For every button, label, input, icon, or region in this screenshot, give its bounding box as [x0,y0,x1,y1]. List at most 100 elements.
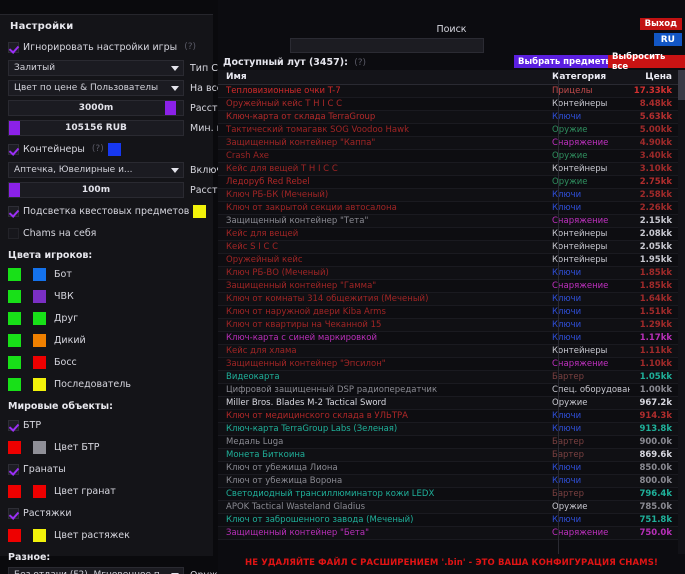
table-row[interactable]: Оружейный кейс T H I C C Контейнеры 8.48kk [218,98,685,111]
world-object-color-row[interactable]: Цвет БТР [0,438,213,456]
help-icon[interactable]: (?) [184,42,196,52]
quest-highlight-color-swatch[interactable] [193,204,207,218]
table-row[interactable]: Светодиодный трансиллюминатор кожи LEDX Б… [218,488,685,501]
table-row[interactable]: Кейс для хлама Контейнеры 1.11kk [218,345,685,358]
world-object-checkbox[interactable] [8,419,19,431]
world-object-color-row[interactable]: Цвет растяжек [0,526,213,544]
table-row[interactable]: Видеокарта Бартер 1.05kk [218,371,685,384]
containers-row[interactable]: Контейнеры (?) [0,140,213,158]
slider-knob[interactable] [165,101,177,115]
slider-knob[interactable] [9,121,20,135]
column-header-category[interactable]: Категория [552,72,607,82]
world-object-color-swatch[interactable] [33,528,46,542]
drop-all-button[interactable]: Выбросить все [608,52,685,72]
world-object-checkbox[interactable] [8,507,19,519]
ignore-game-settings-row[interactable]: Игнорировать настройки игры (?) [0,38,213,56]
world-object-enable-swatch[interactable] [8,484,21,498]
player-color-row[interactable]: ЧВК [0,287,213,305]
player-enable-swatch[interactable] [8,355,21,369]
table-row[interactable]: Ключ от убежища Лиона Ключи 850.0k [218,462,685,475]
table-row[interactable]: Тепловизионные очки T-7 Прицелы 17.33kk [218,85,685,98]
distance-bottom-slider[interactable]: 100m [8,182,184,198]
world-object-color-row[interactable]: Цвет гранат [0,482,213,500]
language-button[interactable]: RU [653,33,682,46]
player-color-row[interactable]: Бот [0,265,213,283]
table-row[interactable]: Ключ-карта TerraGroup Labs (Зеленая) Ключ… [218,423,685,436]
table-row[interactable]: Ключ РБ-БК (Меченый) Ключи 2.58kk [218,189,685,202]
table-row[interactable]: Защищенный контейнер "Каппа" Снаряжение 4.… [218,137,685,150]
categories-dropdown[interactable]: Аптечка, Ювелирные и... [8,162,184,178]
table-row[interactable]: Ключ от квартиры на Чеканной 15 Ключи 1.29… [218,319,685,332]
help-icon[interactable]: (?) [354,58,367,68]
world-object-toggle-row[interactable]: Растяжки [0,504,213,522]
table-row[interactable]: Защищенный контейнер "Бета" Снаряжение 750… [218,527,685,540]
player-enable-swatch[interactable] [8,289,21,303]
table-row[interactable]: Ключ-карта с синей маркировкой Ключи 1.17k… [218,332,685,345]
quest-highlight-checkbox[interactable] [8,205,19,217]
containers-color-swatch[interactable] [107,142,121,156]
distance-top-slider[interactable]: 3000m [8,100,184,116]
scrollbar-thumb[interactable] [678,70,685,100]
world-object-color-swatch[interactable] [33,440,46,454]
table-row[interactable]: Miller Bros. Blades M-2 Tactical Sword Ор… [218,397,685,410]
table-row[interactable]: Кейс для вещей T H I C C Контейнеры 3.10kk [218,163,685,176]
chevron-down-icon[interactable] [171,168,179,173]
table-row[interactable]: Защищенный контейнер "Эпсилон" Снаряжение… [218,358,685,371]
chevron-down-icon[interactable] [171,66,179,71]
table-row[interactable]: Монета Биткоина Бартер 869.6k [218,449,685,462]
table-row[interactable]: Медаль Luga Бартер 900.0k [218,436,685,449]
player-color-swatch[interactable] [33,267,46,281]
player-color-row[interactable]: Последователь [0,375,213,393]
table-row[interactable]: Ключ от комнаты 314 общежития (Меченый) К… [218,293,685,306]
quest-highlight-row[interactable]: Подсветка квестовых предметов [0,202,213,220]
misc-dropdown[interactable]: Без отдачи (F2), Мгновенное п [8,567,184,574]
table-row[interactable]: Ключ от медицинского склада в УЛЬТРА Ключ… [218,410,685,423]
table-row[interactable]: Тактический томагавк SOG Voodoo Hawk Оруж… [218,124,685,137]
help-icon[interactable]: (?) [91,144,104,154]
chams-self-row[interactable]: Chams на себя [0,224,213,242]
table-row[interactable]: Кейс для вещей Контейнеры 2.08kk [218,228,685,241]
player-color-swatch[interactable] [33,289,46,303]
column-header-price[interactable]: Цена [645,72,672,82]
containers-checkbox[interactable] [8,143,19,155]
misc-dropdown-row[interactable]: Без отдачи (F2), Мгновенное п Оружие [0,567,230,574]
player-enable-swatch[interactable] [8,377,21,391]
table-row[interactable]: Оружейный кейс Контейнеры 1.95kk [218,254,685,267]
distance-top-row[interactable]: 3000m Расстояние [0,100,247,116]
world-object-toggle-row[interactable]: БТР [0,416,213,434]
world-object-checkbox[interactable] [8,463,19,475]
table-row[interactable]: Ключ от заброшенного завода (Меченый) Клю… [218,514,685,527]
table-row[interactable]: Цифровой защищенный DSP радиопередатчик С… [218,384,685,397]
slider-knob[interactable] [9,183,20,197]
player-color-swatch[interactable] [33,377,46,391]
player-color-row[interactable]: Босс [0,353,213,371]
world-object-color-swatch[interactable] [33,484,46,498]
player-enable-swatch[interactable] [8,267,21,281]
loot-scrollbar[interactable] [678,70,685,554]
table-row[interactable]: APOK Tactical Wasteland Gladius Оружие 785… [218,501,685,514]
world-object-enable-swatch[interactable] [8,528,21,542]
categories-row[interactable]: Аптечка, Ювелирные и... Включено [0,162,240,178]
table-row[interactable]: Кейс S I C C Контейнеры 2.05kk [218,241,685,254]
chams-type-row[interactable]: Залитый Тип Chams (?) [0,60,265,76]
player-color-row[interactable]: Друг [0,309,213,327]
world-object-toggle-row[interactable]: Гранаты [0,460,213,478]
table-row[interactable]: Ключ от закрытой секции автосалона Ключи 2… [218,202,685,215]
table-row[interactable]: Ключ от наружной двери Kiba Arms Ключи 1.5… [218,306,685,319]
chevron-down-icon[interactable] [171,86,179,91]
chams-type-dropdown[interactable]: Залитый [8,60,184,76]
player-color-swatch[interactable] [33,311,46,325]
ignore-game-settings-checkbox[interactable] [8,41,19,53]
exit-button[interactable]: Выход [639,18,682,30]
chams-self-checkbox[interactable] [8,227,19,239]
distance-bottom-row[interactable]: 100m Расстояние [0,182,247,198]
world-object-enable-swatch[interactable] [8,440,21,454]
table-row[interactable]: Защищенный контейнер "Тета" Снаряжение 2.1… [218,215,685,228]
player-color-row[interactable]: Дикий [0,331,213,349]
table-row[interactable]: Ключ-карта от склада TerraGroup Ключи 5.63… [218,111,685,124]
min-price-slider[interactable]: 105156 RUB [8,120,184,136]
color-mode-dropdown[interactable]: Цвет по цене & Пользователы [8,80,184,96]
table-row[interactable]: Ключ от убежища Ворона Ключи 800.0k [218,475,685,488]
player-color-swatch[interactable] [33,355,46,369]
table-row[interactable]: Crash Axe Оружие 3.40kk [218,150,685,163]
